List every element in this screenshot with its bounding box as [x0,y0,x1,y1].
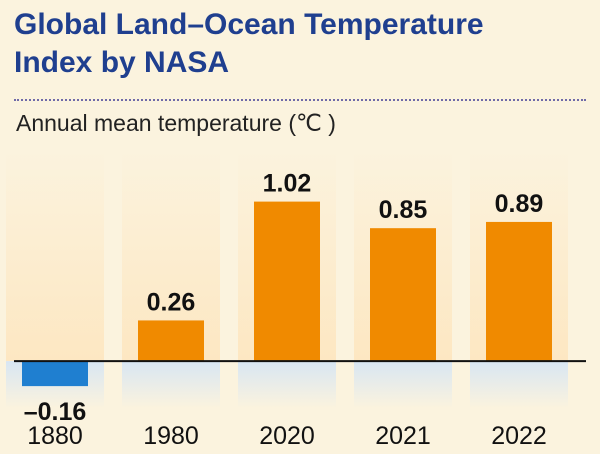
bar-chart: –0.16 0.26 1.02 0.85 0.89 1880 1980 2020 2021 20… [6,150,586,450]
dotted-divider [14,99,586,101]
bar-1880 [22,361,88,387]
tick-label-2021: 2021 [375,422,431,450]
bar-2022 [486,221,552,362]
value-label-2021: 0.85 [379,196,428,224]
column-background-lower [470,361,568,408]
tick-label-1980: 1980 [143,422,199,450]
tick-label-2020: 2020 [259,422,315,450]
chart-title: Global Land–Ocean Temperature Index by N… [14,6,594,82]
column-background-lower [238,361,336,408]
value-label-2020: 1.02 [263,170,312,198]
tick-label-1880: 1880 [27,422,83,450]
chart-title-line-2: Index by NASA [14,46,230,79]
value-label-1980: 0.26 [147,288,196,316]
bar-1980 [138,320,204,362]
bar-2021 [370,228,436,362]
column-background-lower [354,361,452,408]
y-axis-label: Annual mean temperature (℃ ) [16,110,336,136]
tick-label-2022: 2022 [491,422,547,450]
value-label-1880: –0.16 [24,398,87,426]
column-background-lower [122,361,220,408]
chart-title-line-1: Global Land–Ocean Temperature [14,8,484,41]
bar-2020 [254,201,320,362]
value-label-2022: 0.89 [495,190,544,218]
column-background-upper [6,150,104,362]
